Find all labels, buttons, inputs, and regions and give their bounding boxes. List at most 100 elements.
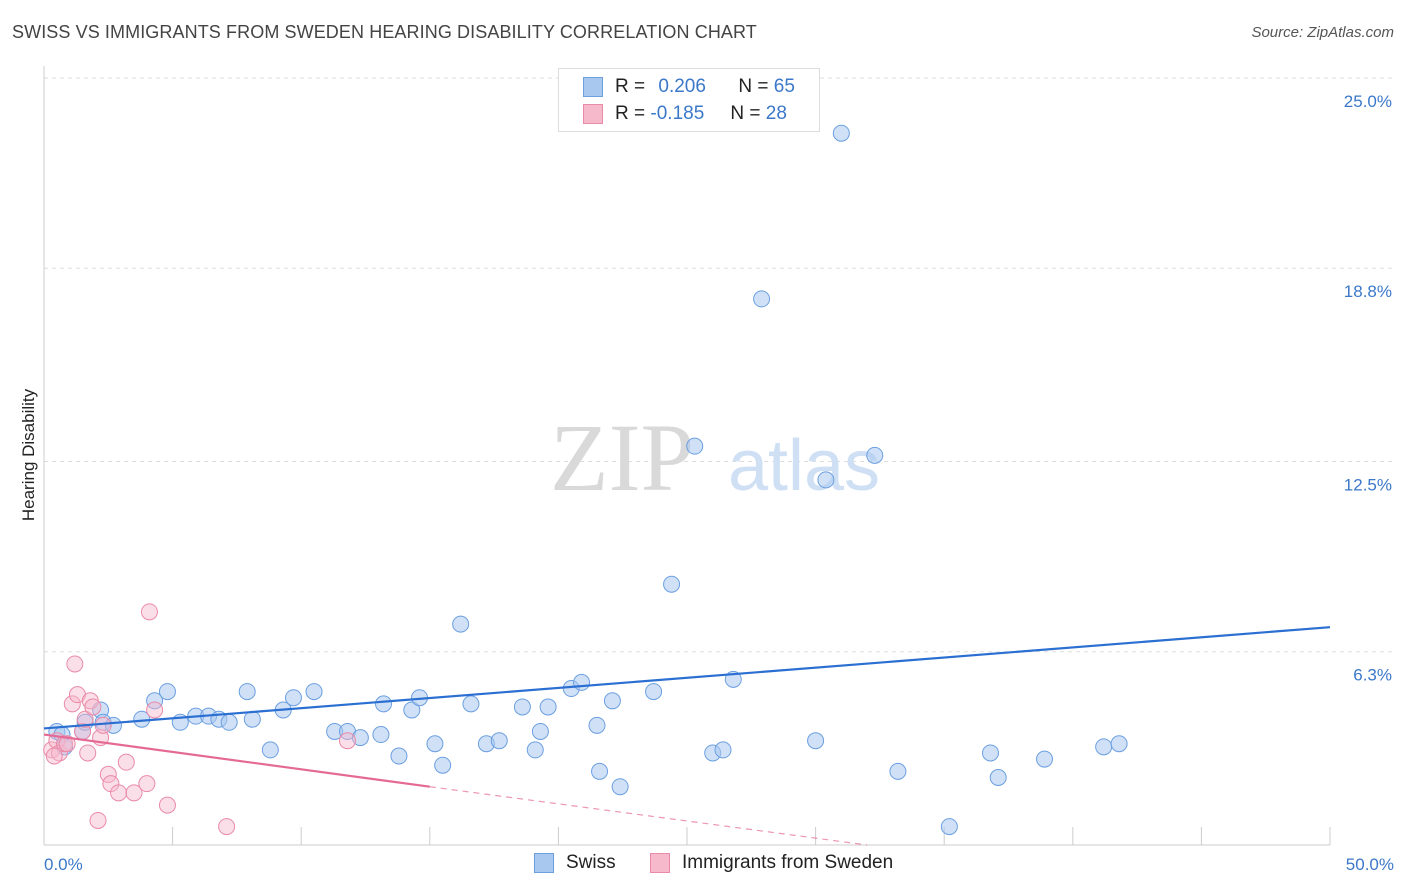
swiss-point xyxy=(591,762,609,780)
y-tick-label: 12.5% xyxy=(1344,476,1392,495)
sweden-point xyxy=(338,732,356,750)
x-tick-label: 50.0% xyxy=(1346,855,1394,874)
sweden-r-value: -0.185 xyxy=(650,103,705,124)
swiss-point xyxy=(866,446,884,464)
swiss-n-label: N = xyxy=(738,76,769,97)
swiss-n-value: 65 xyxy=(773,76,795,97)
swiss-point xyxy=(645,683,663,701)
y-tick-label: 6.3% xyxy=(1353,666,1392,685)
legend-item-swiss[interactable]: Swiss xyxy=(534,852,616,874)
watermark: ZIP atlas xyxy=(550,404,880,511)
sweden-trend-extension xyxy=(429,786,868,846)
swiss-legend-label: Swiss xyxy=(566,852,616,873)
sweden-point xyxy=(146,701,164,719)
sweden-point xyxy=(58,735,76,753)
sweden-point xyxy=(110,784,128,802)
swiss-point xyxy=(490,732,508,750)
swiss-point xyxy=(158,683,176,701)
sweden-r-label: R = xyxy=(615,103,646,124)
sweden-point xyxy=(125,784,143,802)
swiss-point xyxy=(434,756,452,774)
sweden-point xyxy=(45,747,63,765)
sweden-trend-line xyxy=(43,733,430,788)
sweden-point xyxy=(63,695,81,713)
sweden-point xyxy=(76,710,94,728)
sweden-point xyxy=(89,811,107,829)
series-legend: Swiss Immigrants from Sweden xyxy=(0,852,1406,878)
swiss-point xyxy=(426,735,444,753)
swiss-point xyxy=(686,437,704,455)
swiss-point xyxy=(588,716,606,734)
swiss-point xyxy=(513,698,531,716)
sweden-point xyxy=(140,603,158,621)
swiss-point xyxy=(220,713,238,731)
swiss-r-value: 0.206 xyxy=(658,76,706,97)
swiss-point xyxy=(462,695,480,713)
swiss-point xyxy=(989,769,1007,787)
axes xyxy=(43,66,1331,846)
swiss-point xyxy=(305,683,323,701)
swiss-point xyxy=(832,124,850,142)
swiss-point xyxy=(611,778,629,796)
grid-lines xyxy=(44,77,1392,653)
swiss-point xyxy=(663,575,681,593)
sweden-point xyxy=(117,753,135,771)
swiss-point xyxy=(1095,738,1113,756)
y-tick-label: 18.8% xyxy=(1344,282,1392,301)
swiss-point xyxy=(573,673,591,691)
swiss-point xyxy=(526,741,544,759)
swiss-point xyxy=(714,741,732,759)
swiss-point xyxy=(261,741,279,759)
sweden-legend-label: Immigrants from Sweden xyxy=(682,852,894,873)
swiss-point xyxy=(403,701,421,719)
source-label: Source: ZipAtlas.com xyxy=(1251,24,1394,41)
swiss-point xyxy=(238,683,256,701)
legend-row-sweden: R = -0.185 N = 28 xyxy=(583,102,787,126)
stats-legend: R = 0.206 N = 65 R = -0.185 N = 28 xyxy=(558,68,820,132)
sweden-point xyxy=(138,775,156,793)
legend-row-swiss: R = 0.206 N = 65 xyxy=(583,75,795,99)
swiss-point xyxy=(351,729,369,747)
swiss-point xyxy=(981,744,999,762)
swiss-point xyxy=(375,695,393,713)
sweden-n-label: N = xyxy=(730,103,761,124)
swiss-point xyxy=(452,615,470,633)
sweden-n-value: 28 xyxy=(765,103,787,124)
y-axis-label: Hearing Disability xyxy=(19,388,38,521)
swiss-point xyxy=(603,692,621,710)
swiss-point xyxy=(817,471,835,489)
sweden-point xyxy=(79,744,97,762)
swiss-point xyxy=(1036,750,1054,768)
swiss-point xyxy=(243,710,261,728)
trend-lines xyxy=(43,626,1331,846)
sweden-point xyxy=(218,818,236,836)
swiss-point xyxy=(372,726,390,744)
x-tick-label: 0.0% xyxy=(44,855,83,874)
legend-item-sweden[interactable]: Immigrants from Sweden xyxy=(650,852,893,874)
swiss-point xyxy=(104,716,122,734)
y-tick-label: 25.0% xyxy=(1344,92,1392,111)
sweden-point xyxy=(158,796,176,814)
chart-title: SWISS VS IMMIGRANTS FROM SWEDEN HEARING … xyxy=(12,22,757,42)
y-tick-labels: 6.3% 12.5% 18.8% 25.0% xyxy=(1344,92,1392,685)
sweden-point xyxy=(66,655,84,673)
swiss-point xyxy=(1110,735,1128,753)
swiss-trend-line xyxy=(43,626,1331,730)
swiss-legend-swatch xyxy=(534,853,554,873)
swiss-point xyxy=(889,762,907,780)
sweden-swatch xyxy=(583,104,603,124)
sweden-point xyxy=(84,698,102,716)
watermark-zip: ZIP xyxy=(550,404,694,511)
swiss-point xyxy=(940,818,958,836)
swiss-point xyxy=(531,722,549,740)
swiss-r-label: R = xyxy=(615,76,646,97)
swiss-point xyxy=(390,747,408,765)
sweden-series xyxy=(43,603,356,836)
sweden-point xyxy=(94,716,112,734)
swiss-point xyxy=(146,692,164,710)
x-tick-labels: 0.0% 50.0% xyxy=(44,855,1394,874)
swiss-point xyxy=(284,689,302,707)
watermark-atlas: atlas xyxy=(728,426,880,506)
swiss-point xyxy=(807,732,825,750)
